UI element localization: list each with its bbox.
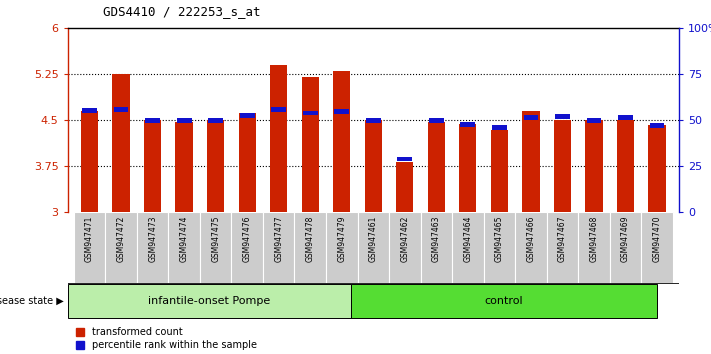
Bar [641,212,673,283]
Bar [137,212,169,283]
Bar [523,115,538,120]
Text: GSM947461: GSM947461 [369,216,378,262]
Bar [452,212,483,283]
Bar [303,110,318,115]
Bar [351,284,657,318]
Text: control: control [485,296,523,306]
Bar [82,108,97,113]
Text: GSM947470: GSM947470 [653,216,661,262]
Bar [616,120,634,212]
Bar [200,212,232,283]
Bar [483,212,515,283]
Bar [358,212,389,283]
Text: GSM947467: GSM947467 [558,216,567,262]
Text: GSM947463: GSM947463 [432,216,441,262]
Bar [208,118,223,123]
Bar [270,65,287,212]
Bar [397,156,412,161]
Text: GSM947468: GSM947468 [589,216,599,262]
Bar [232,212,263,283]
Bar [81,111,98,212]
Bar [459,124,476,212]
Text: GSM947474: GSM947474 [180,216,188,262]
Bar [294,212,326,283]
Bar [272,107,286,112]
Bar [145,118,160,123]
Text: GSM947475: GSM947475 [211,216,220,262]
Text: GSM947479: GSM947479 [337,216,346,262]
Bar [68,284,351,318]
Text: disease state ▶: disease state ▶ [0,296,64,306]
Bar [240,113,255,118]
Bar [105,212,137,283]
Text: GSM947469: GSM947469 [621,216,630,262]
Bar [491,130,508,212]
Bar [114,107,129,112]
Bar [366,118,380,123]
Bar [420,212,452,283]
Bar [238,113,256,212]
Bar [263,212,294,283]
Text: GSM947465: GSM947465 [495,216,504,262]
Bar [587,118,602,123]
Text: infantile-onset Pompe: infantile-onset Pompe [149,296,270,306]
Bar [650,123,664,128]
Text: GSM947472: GSM947472 [117,216,126,262]
Text: GSM947478: GSM947478 [306,216,315,262]
Text: GDS4410 / 222253_s_at: GDS4410 / 222253_s_at [103,5,261,18]
Text: GSM947476: GSM947476 [242,216,252,262]
Bar [207,120,225,212]
Bar [522,111,540,212]
Text: GSM947471: GSM947471 [85,216,94,262]
Bar [578,212,609,283]
Bar [176,122,193,212]
Text: GSM947473: GSM947473 [148,216,157,262]
Text: GSM947466: GSM947466 [526,216,535,262]
Bar [427,122,445,212]
Bar [585,120,603,212]
Bar [648,125,665,212]
Bar [555,114,570,119]
Text: GSM947464: GSM947464 [464,216,472,262]
Bar [492,125,507,130]
Bar [144,120,161,212]
Text: GSM947462: GSM947462 [400,216,410,262]
Bar [301,78,319,212]
Bar [618,115,633,120]
Bar [326,212,358,283]
Bar [609,212,641,283]
Bar [429,118,444,123]
Bar [112,74,130,212]
Bar [461,122,475,127]
Legend: transformed count, percentile rank within the sample: transformed count, percentile rank withi… [73,324,261,354]
Bar [74,212,105,283]
Bar [515,212,547,283]
Text: GSM947477: GSM947477 [274,216,283,262]
Bar [365,120,382,212]
Bar [177,118,191,123]
Bar [169,212,200,283]
Bar [396,162,414,212]
Bar [547,212,578,283]
Bar [389,212,420,283]
Bar [334,109,349,114]
Bar [333,71,351,212]
Bar [554,120,571,212]
